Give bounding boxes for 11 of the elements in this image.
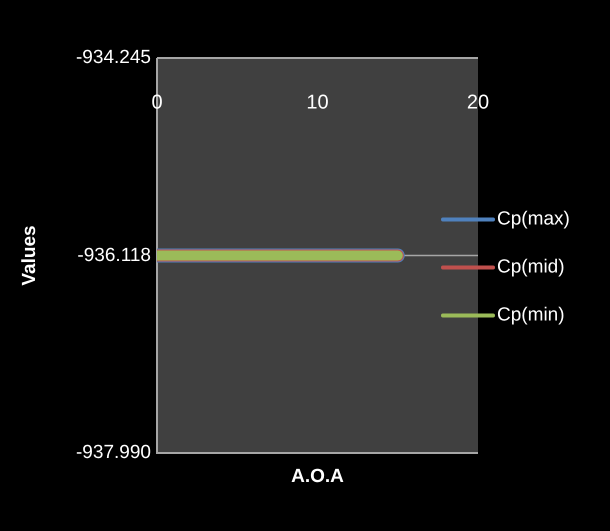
x-axis-title: A.O.A bbox=[291, 466, 344, 488]
legend-label: Cp(mid) bbox=[497, 256, 565, 278]
x-tick-label: 0 bbox=[151, 92, 163, 114]
y-axis-title: Values bbox=[19, 225, 40, 286]
y-tick-label: -937.990 bbox=[76, 442, 151, 464]
legend-label: Cp(min) bbox=[497, 304, 565, 326]
x-tick-label: 10 bbox=[306, 92, 329, 114]
x-tick-label: 20 bbox=[466, 92, 490, 114]
y-tick-label: -936.118 bbox=[77, 244, 151, 266]
legend-label: Cp(max) bbox=[497, 208, 570, 230]
y-tick-label: -934.245 bbox=[76, 47, 151, 68]
